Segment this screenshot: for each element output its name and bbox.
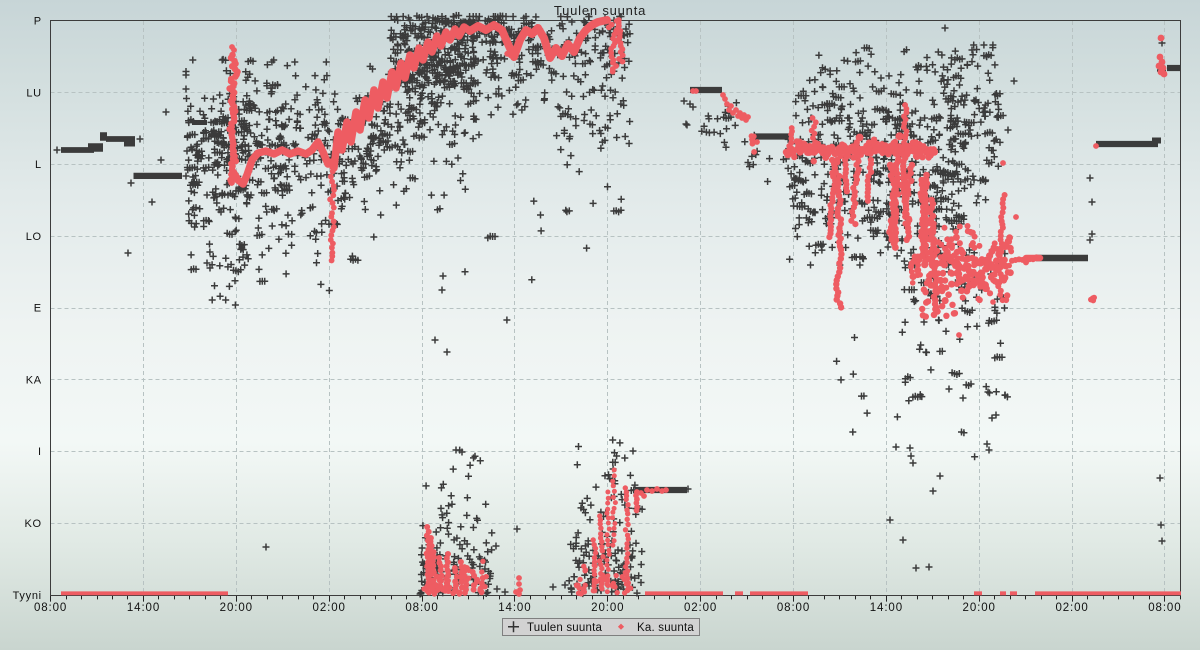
svg-text:08:00: 08:00 (777, 602, 810, 614)
svg-text:Tuulen suunta: Tuulen suunta (554, 3, 646, 18)
svg-text:KO: KO (25, 518, 42, 530)
svg-text:LU: LU (26, 87, 41, 99)
svg-text:02:00: 02:00 (313, 602, 346, 614)
svg-text:02:00: 02:00 (1055, 602, 1088, 614)
svg-text:14:00: 14:00 (127, 602, 160, 614)
svg-text:I: I (38, 446, 42, 458)
svg-text:Tyyni: Tyyni (13, 590, 42, 602)
svg-text:E: E (34, 303, 42, 315)
svg-text:14:00: 14:00 (498, 602, 531, 614)
svg-text:KA: KA (26, 374, 42, 386)
svg-text:14:00: 14:00 (870, 602, 903, 614)
svg-text:20:00: 20:00 (220, 602, 253, 614)
svg-text:Ka. suunta: Ka. suunta (637, 622, 694, 634)
svg-text:20:00: 20:00 (591, 602, 624, 614)
svg-text:L: L (35, 159, 42, 171)
svg-text:08:00: 08:00 (405, 602, 438, 614)
svg-text:08:00: 08:00 (34, 602, 67, 614)
svg-text:02:00: 02:00 (684, 602, 717, 614)
svg-text:P: P (34, 16, 42, 28)
svg-text:08:00: 08:00 (1148, 602, 1181, 614)
svg-text:LO: LO (26, 231, 42, 243)
svg-text:Tuulen suunta: Tuulen suunta (527, 622, 602, 634)
svg-text:20:00: 20:00 (963, 602, 996, 614)
